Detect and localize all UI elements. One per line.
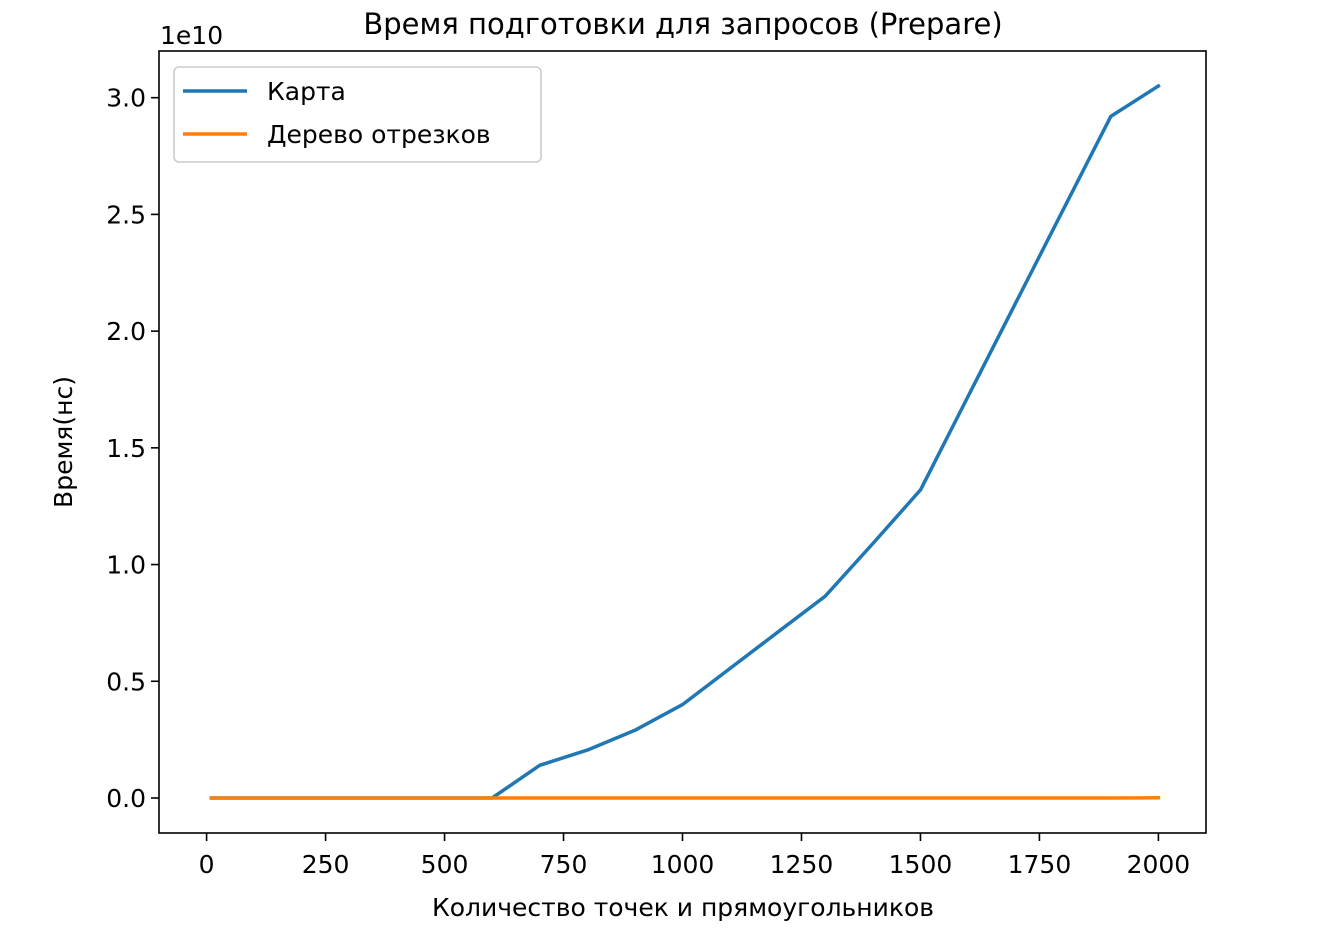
- legend-frame: [173, 66, 542, 163]
- y-tick-label: 1.0: [106, 551, 146, 580]
- x-tick-label: 1250: [770, 850, 834, 879]
- y-tick-label: 0.0: [106, 784, 146, 813]
- x-axis-label: Количество точек и прямоугольников: [432, 893, 934, 922]
- y-tick-label: 1.5: [106, 434, 146, 463]
- x-tick-label: 1500: [889, 850, 953, 879]
- y-tick-label: 2.0: [106, 317, 146, 346]
- x-tick-label: 1000: [651, 850, 715, 879]
- y-axis: 0.0 0.5 1.0 1.5 2.0 2.5 3.0: [106, 84, 159, 813]
- x-tick-label: 1750: [1008, 850, 1072, 879]
- chart-title: Время подготовки для запросов (Prepare): [363, 7, 1002, 41]
- x-tick-label: 2000: [1127, 850, 1191, 879]
- legend: Карта Дерево отрезков: [173, 66, 542, 163]
- x-tick-label: 750: [540, 850, 588, 879]
- series-layer: [209, 83, 1161, 800]
- y-axis-label: Время(нс): [49, 376, 78, 508]
- legend-label-segment-tree: Дерево отрезков: [267, 120, 491, 149]
- x-axis: 0 250 500 750 1000 1250 1500 1750 2000: [199, 833, 1191, 879]
- legend-label-karta: Карта: [267, 77, 346, 106]
- x-tick-label: 500: [421, 850, 469, 879]
- y-axis-offset-text: 1e10: [160, 21, 223, 50]
- x-tick-label: 0: [199, 850, 215, 879]
- y-tick-label: 2.5: [106, 200, 146, 229]
- y-tick-label: 0.5: [106, 667, 146, 696]
- x-tick-label: 250: [302, 850, 350, 879]
- y-tick-label: 3.0: [106, 84, 146, 113]
